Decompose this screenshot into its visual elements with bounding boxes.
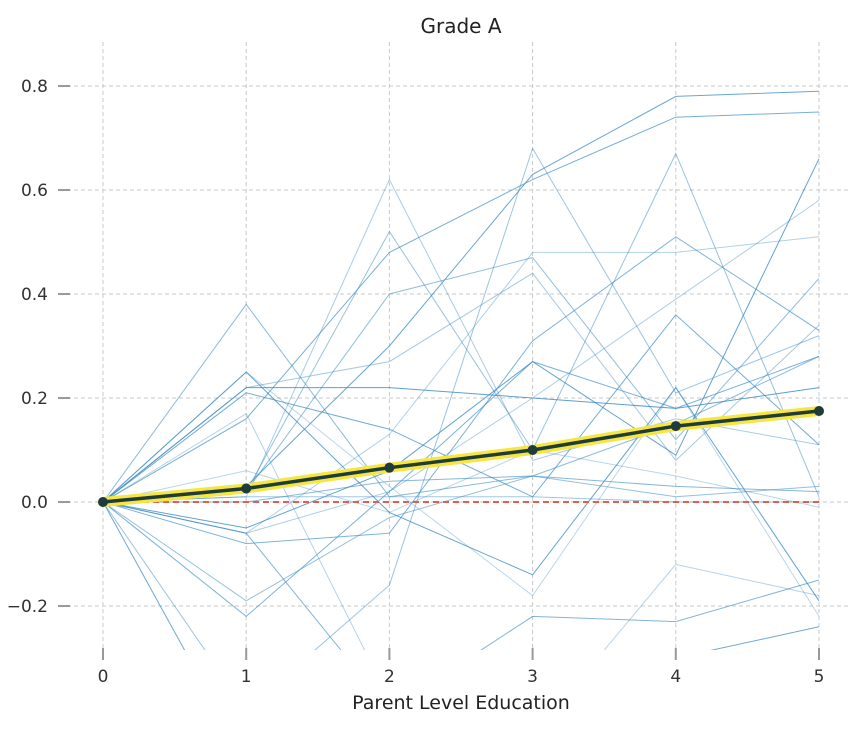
average-line [102,409,820,504]
average-point [527,445,538,455]
x-tick-label: 5 [814,667,825,687]
ice-line [102,111,820,503]
y-axis: −0.2 0.0 0.2 0.4 0.6 0.8 [7,77,70,617]
ice-line [102,449,820,513]
ice-line [102,355,820,618]
ice-line [102,272,820,503]
x-tick-label: 3 [527,667,538,687]
average-point [670,421,681,432]
ice-line [102,152,820,503]
average-point [241,483,252,494]
y-tick-label: 0.6 [21,181,48,201]
y-tick-label: 0.0 [21,493,48,513]
x-axis: 0 1 2 3 4 5 [98,648,825,687]
x-axis-label: Parent Level Education [352,692,570,714]
average-point [384,462,395,473]
average-highlight [98,406,824,507]
y-tick-label: 0.4 [21,285,48,305]
ice-line [102,158,820,529]
x-tick-label: 0 [98,667,109,687]
ice-line [102,412,820,650]
x-tick-label: 1 [241,667,252,687]
y-tick-label: 0.8 [21,77,48,97]
ice-line [103,475,820,503]
ice-line [102,501,820,650]
y-tick-label: −0.2 [7,597,48,617]
average-point [814,406,824,416]
ice-line [102,147,820,650]
chart-title: Grade A [420,14,501,38]
grid-lines [60,42,850,650]
x-tick-label: 4 [670,667,681,687]
x-tick-label: 2 [384,667,395,687]
ice-line [102,496,819,503]
average-point [98,497,108,507]
plot-area [98,90,824,650]
y-tick-label: 0.2 [21,389,48,409]
ice-line [102,475,820,602]
ice-line [102,236,820,545]
